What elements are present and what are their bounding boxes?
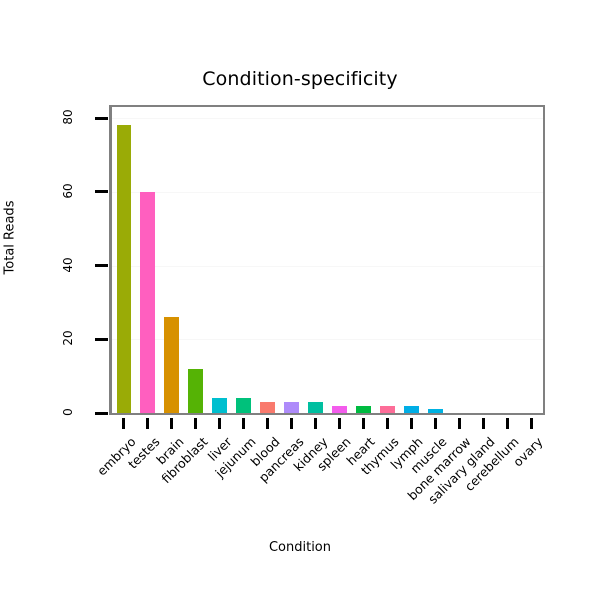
y-axis-line [109,105,110,415]
gridline [112,191,543,193]
y-tick-label: 80 [61,109,75,125]
x-tick-mark [122,418,126,429]
x-tick-mark [218,418,222,429]
bar [355,405,371,413]
y-tick-mark [95,411,108,415]
bar [212,398,228,413]
x-tick-mark [481,418,485,429]
y-tick-mark [95,337,108,341]
chart-title: Condition-specificity [202,68,398,90]
bar [308,401,323,413]
x-tick-mark [337,418,341,429]
x-axis-title: Condition [268,540,332,555]
x-tick-mark [409,418,413,429]
bar [116,125,132,413]
y-tick-label: 60 [61,183,75,199]
bar [403,405,419,413]
x-tick-mark [529,418,533,429]
gridline [112,339,543,341]
y-tick-label: 40 [61,256,75,273]
y-tick-mark [95,116,108,120]
x-tick-mark [314,418,318,429]
plot-panel [110,105,545,415]
y-tick-mark [95,190,108,194]
bar [260,401,276,413]
x-tick-mark [146,418,150,429]
y-axis-title: Total Reads [2,200,18,275]
bar [332,405,347,413]
x-tick-mark [266,418,270,429]
bar [379,405,395,413]
x-tick-mark [385,418,389,429]
plot-area [112,107,543,413]
x-tick-mark [433,418,437,429]
bar [284,401,299,413]
bar [236,398,252,413]
bar [427,409,443,413]
y-tick-label: 0 [61,408,75,416]
gridline [112,265,543,267]
x-tick-mark [170,418,174,429]
bar [140,191,156,413]
gridline [112,118,543,120]
x-tick-mark [194,418,198,429]
x-tick-mark [290,418,294,429]
x-tick-mark [505,418,509,429]
bar [188,368,204,413]
bars-layer [112,107,543,413]
y-tick-mark [95,264,108,268]
bar [164,317,180,413]
x-tick-mark [242,418,246,429]
y-tick-label: 20 [61,330,75,346]
x-tick-mark [457,418,461,429]
x-tick-mark [361,418,365,429]
